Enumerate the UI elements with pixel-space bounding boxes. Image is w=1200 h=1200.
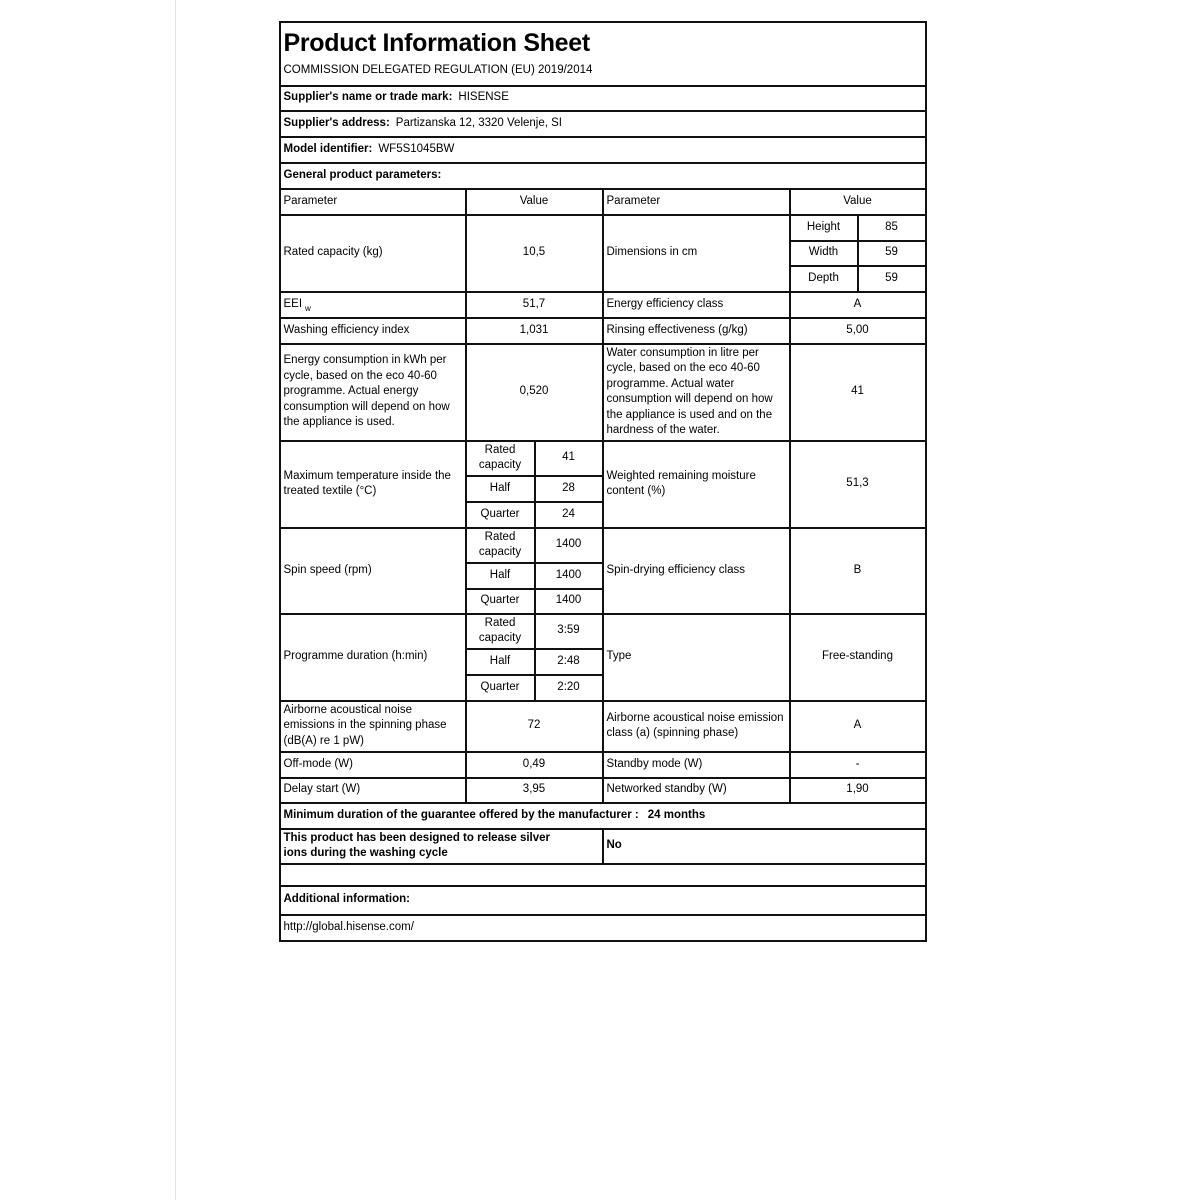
- duration-half-label: Half: [465, 648, 535, 675]
- type-value: Free-standing: [789, 613, 926, 701]
- off-mode-value: 0,49: [465, 751, 603, 778]
- silver-ions-value: No: [602, 828, 926, 864]
- general-parameters-heading: General product parameters:: [279, 162, 926, 189]
- delay-start-label: Delay start (W): [279, 777, 466, 803]
- rinsing-label: Rinsing effectiveness (g/kg): [602, 317, 790, 344]
- spin-speed-label: Spin speed (rpm): [279, 527, 466, 614]
- model-row: Model identifier: WF5S1045BW: [279, 136, 926, 163]
- max-temp-quarter-label: Quarter: [465, 501, 535, 528]
- noise-value: 72: [465, 700, 603, 752]
- energy-class-label: Energy efficiency class: [602, 291, 790, 318]
- supplier-address-value: Partizanska 12, 3320 Velenje, SI: [395, 116, 563, 129]
- spin-class-value: B: [789, 527, 926, 614]
- networked-standby-label: Networked standby (W): [602, 777, 790, 803]
- max-temperature-label: Maximum temperature inside the treated t…: [279, 440, 466, 528]
- spin-class-label: Spin-drying efficiency class: [602, 527, 790, 614]
- noise-label: Airborne acoustical noise emissions in t…: [279, 700, 466, 752]
- page-edge-divider: [175, 0, 176, 1200]
- spin-half-value: 1400: [534, 562, 603, 589]
- energy-class-value: A: [789, 291, 926, 318]
- rated-capacity-label: Rated capacity (kg): [279, 214, 466, 292]
- max-temp-rated-label: Rated capacity: [465, 440, 535, 476]
- noise-class-label: Airborne acoustical noise emission class…: [602, 700, 790, 752]
- page-title: Product Information Sheet: [283, 28, 591, 57]
- header-block: Product Information Sheet COMMISSION DEL…: [279, 21, 926, 86]
- water-consumption-value: 41: [789, 343, 926, 441]
- duration-rated-value: 3:59: [534, 613, 603, 649]
- spin-rated-value: 1400: [534, 527, 603, 563]
- col-header-value-2: Value: [789, 188, 926, 215]
- moisture-value: 51,3: [789, 440, 926, 528]
- spin-half-label: Half: [465, 562, 535, 589]
- eei-subscript: w: [305, 303, 311, 313]
- eei-value: 51,7: [465, 291, 603, 318]
- depth-value: 59: [857, 265, 926, 292]
- eei-label-text: EEI: [283, 297, 303, 310]
- regulation-text: COMMISSION DELEGATED REGULATION (EU) 201…: [283, 63, 593, 76]
- guarantee-row: Minimum duration of the guarantee offere…: [279, 802, 926, 829]
- silver-ions-label: This product has been designed to releas…: [279, 828, 603, 864]
- supplier-address-label: Supplier's address:: [283, 116, 390, 129]
- width-label: Width: [789, 240, 858, 266]
- off-mode-label: Off-mode (W): [279, 751, 466, 778]
- height-value: 85: [857, 214, 926, 241]
- washing-index-label: Washing efficiency index: [279, 317, 466, 344]
- depth-label: Depth: [789, 265, 858, 292]
- duration-rated-label: Rated capacity: [465, 613, 535, 649]
- col-header-parameter-2: Parameter: [602, 188, 790, 215]
- supplier-name-value: HISENSE: [458, 91, 509, 104]
- guarantee-label: Minimum duration of the guarantee offere…: [283, 808, 639, 821]
- duration-quarter-value: 2:20: [534, 674, 603, 701]
- water-consumption-label: Water consumption in litre per cycle, ba…: [602, 343, 790, 441]
- col-header-value: Value: [465, 188, 603, 215]
- duration-half-value: 2:48: [534, 648, 603, 675]
- moisture-label: Weighted remaining moisture content (%): [602, 440, 790, 528]
- max-temp-half-label: Half: [465, 475, 535, 502]
- type-label: Type: [602, 613, 790, 701]
- standby-label: Standby mode (W): [602, 751, 790, 778]
- additional-info-label: Additional information:: [279, 885, 926, 915]
- model-label: Model identifier:: [283, 142, 373, 155]
- energy-consumption-value: 0,520: [465, 343, 603, 441]
- col-header-parameter: Parameter: [279, 188, 466, 215]
- duration-quarter-label: Quarter: [465, 674, 535, 701]
- duration-label: Programme duration (h:min): [279, 613, 466, 701]
- max-temp-rated-value: 41: [534, 440, 603, 476]
- max-temp-quarter-value: 24: [534, 501, 603, 528]
- spin-quarter-value: 1400: [534, 588, 603, 614]
- spin-rated-label: Rated capacity: [465, 527, 535, 563]
- supplier-name-label: Supplier's name or trade mark:: [283, 91, 453, 104]
- rated-capacity-value: 10,5: [465, 214, 603, 292]
- rinsing-value: 5,00: [789, 317, 926, 344]
- networked-standby-value: 1,90: [789, 777, 926, 803]
- spin-quarter-label: Quarter: [465, 588, 535, 614]
- supplier-address-row: Supplier's address: Partizanska 12, 3320…: [279, 110, 926, 137]
- guarantee-value: 24 months: [647, 808, 706, 821]
- delay-start-value: 3,95: [465, 777, 603, 803]
- eei-label: EEI w: [279, 291, 466, 318]
- max-temp-half-value: 28: [534, 475, 603, 502]
- additional-info-url[interactable]: http://global.hisense.com/: [279, 914, 926, 941]
- width-value: 59: [857, 240, 926, 266]
- model-value: WF5S1045BW: [378, 142, 455, 155]
- supplier-name-row: Supplier's name or trade mark: HISENSE: [279, 85, 926, 111]
- standby-value: -: [789, 751, 926, 778]
- height-label: Height: [789, 214, 858, 241]
- noise-class-value: A: [789, 700, 926, 752]
- energy-consumption-label: Energy consumption in kWh per cycle, bas…: [279, 343, 466, 441]
- dimensions-label: Dimensions in cm: [602, 214, 790, 292]
- washing-index-value: 1,031: [465, 317, 603, 344]
- empty-row: [279, 863, 926, 886]
